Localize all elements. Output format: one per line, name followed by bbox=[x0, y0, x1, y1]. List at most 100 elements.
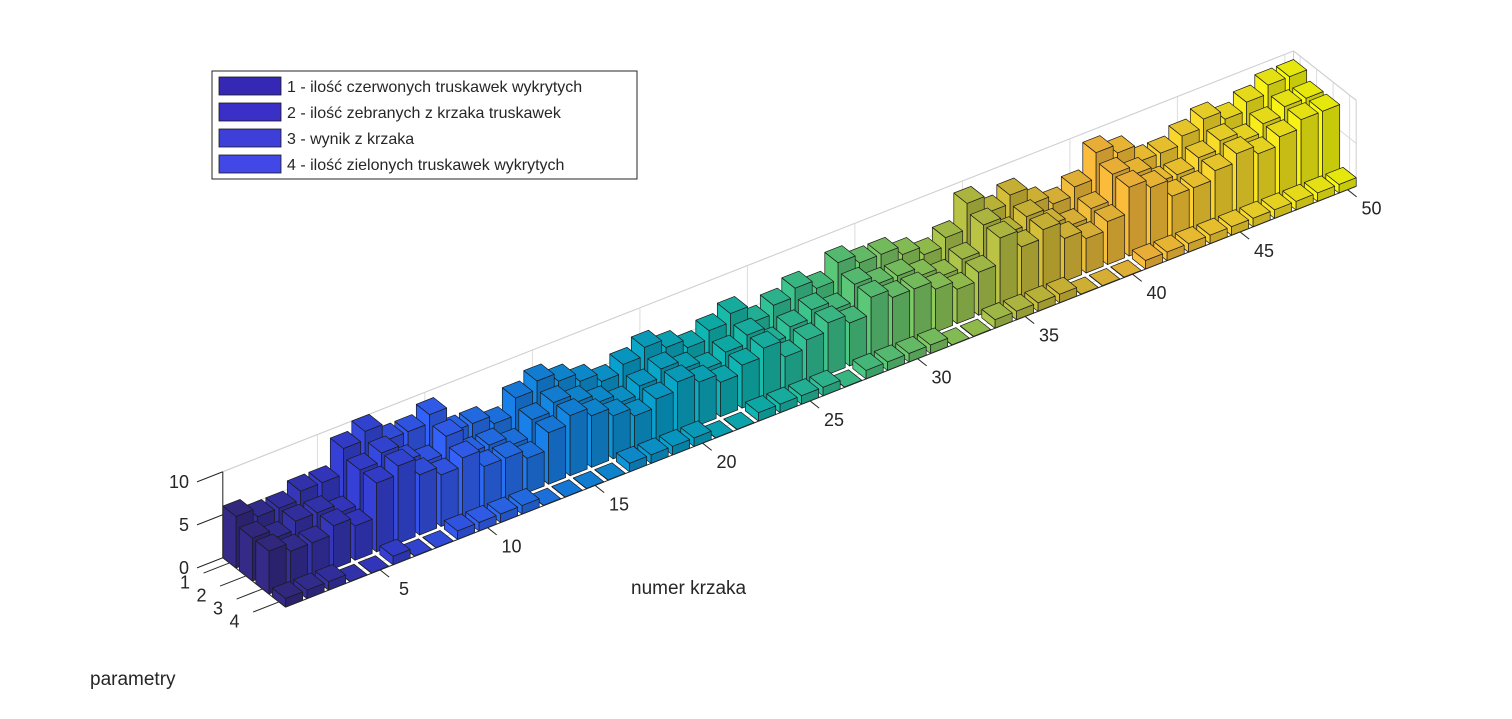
bar-top-face bbox=[609, 346, 641, 365]
legend-label: 4 - ilość zielonych truskawek wykrytych bbox=[287, 157, 564, 174]
legend-swatch bbox=[218, 102, 282, 122]
bar-top-face bbox=[981, 302, 1013, 321]
bar-top-face bbox=[1012, 199, 1045, 218]
bar bbox=[1002, 293, 1035, 321]
bar-top-face bbox=[900, 271, 932, 290]
bar bbox=[1153, 234, 1185, 262]
y-tick bbox=[252, 601, 280, 613]
x-tick-label: 25 bbox=[824, 410, 844, 430]
bar-front-face bbox=[376, 475, 395, 553]
bar-top-face bbox=[625, 368, 658, 387]
bar-front-face bbox=[333, 518, 352, 570]
bar-top-face bbox=[792, 322, 825, 341]
bar-top-face bbox=[809, 369, 841, 388]
bar-top-face bbox=[1110, 259, 1142, 278]
bar-top-face bbox=[824, 245, 856, 264]
bar-top-face bbox=[271, 581, 304, 599]
bar-top-face bbox=[749, 330, 782, 349]
bar-front-face bbox=[526, 451, 545, 494]
legend-label: 3 - wynik z krzaka bbox=[287, 131, 414, 148]
bar-top-face bbox=[1029, 212, 1061, 231]
bar-top-face bbox=[458, 406, 491, 424]
bar-top-face bbox=[615, 445, 648, 464]
y-tick-label: 1 bbox=[180, 572, 190, 592]
bar-top-face bbox=[1189, 101, 1222, 120]
bar bbox=[873, 344, 906, 371]
y-tick-label: 3 bbox=[213, 598, 223, 618]
bar-top-face bbox=[1265, 119, 1298, 138]
x-axis-line bbox=[285, 185, 1357, 608]
bar-top-face bbox=[394, 414, 426, 433]
legend-swatch bbox=[218, 76, 282, 96]
bar-top-face bbox=[314, 564, 347, 582]
bar-top-face bbox=[308, 465, 340, 484]
bar-top-face bbox=[733, 317, 765, 336]
bar-top-face bbox=[776, 309, 808, 328]
bar-top-face bbox=[857, 279, 889, 298]
bar-top-face bbox=[759, 287, 792, 306]
legend-entry: 3 - wynik z krzaka bbox=[218, 128, 414, 148]
bar-top-face bbox=[964, 254, 997, 273]
bar-top-face bbox=[663, 364, 696, 383]
bar-top-face bbox=[1270, 89, 1303, 108]
bar-top-face bbox=[637, 437, 669, 456]
bar-top-face bbox=[1060, 169, 1093, 188]
bar-top-face bbox=[384, 448, 416, 467]
z-tick-label: 10 bbox=[169, 472, 189, 492]
bar-top-face bbox=[1174, 226, 1207, 244]
bar-top-face bbox=[491, 440, 524, 459]
bar-top-face bbox=[1093, 204, 1126, 222]
bar-top-face bbox=[319, 508, 352, 527]
legend-entry: 2 - ilość zebranych z krzaka truskawek bbox=[218, 102, 562, 122]
bar-top-face bbox=[840, 266, 873, 285]
bar bbox=[680, 420, 712, 447]
bar-top-face bbox=[1179, 170, 1212, 189]
x-tick-label: 35 bbox=[1039, 325, 1059, 345]
bar bbox=[1131, 243, 1164, 270]
bar-front-face bbox=[1128, 180, 1147, 257]
bar-top-face bbox=[744, 395, 777, 413]
bar-top-face bbox=[658, 428, 691, 447]
x-tick bbox=[1024, 316, 1035, 324]
bar-top-face bbox=[1217, 209, 1250, 228]
bar-top-face bbox=[238, 520, 271, 539]
y-axis-line bbox=[222, 557, 286, 608]
bar bbox=[728, 347, 760, 409]
bar-top-face bbox=[1325, 166, 1357, 185]
bar-front-face bbox=[720, 375, 739, 418]
bar bbox=[1260, 192, 1293, 219]
bar-top-face bbox=[1168, 118, 1200, 137]
bar-front-face bbox=[354, 518, 373, 561]
bar-front-face bbox=[1064, 231, 1083, 282]
x-tick bbox=[809, 400, 820, 409]
x-tick bbox=[487, 527, 497, 536]
bar-top-face bbox=[895, 335, 927, 354]
bar-top-face bbox=[1232, 84, 1265, 103]
x-tick bbox=[1132, 273, 1142, 282]
z-tick-label: 0 bbox=[179, 558, 189, 578]
bar bbox=[852, 352, 884, 380]
y-tick bbox=[236, 588, 263, 600]
bar-top-face bbox=[1260, 192, 1293, 211]
bar-top-face bbox=[969, 207, 1002, 226]
bar-front-face bbox=[935, 282, 954, 333]
bar-front-face bbox=[591, 408, 610, 468]
bar-top-face bbox=[1275, 59, 1308, 78]
bar-top-face bbox=[448, 440, 481, 459]
bar-top-face bbox=[1308, 93, 1341, 112]
bar-top-face bbox=[996, 177, 1028, 196]
bar-top-face bbox=[1163, 157, 1195, 176]
bar-top-face bbox=[1292, 80, 1324, 99]
bar-top-face bbox=[1303, 175, 1336, 194]
bar bbox=[787, 378, 820, 405]
bar-top-face bbox=[852, 352, 884, 371]
bar-top-face bbox=[475, 427, 507, 446]
bar bbox=[1303, 175, 1336, 202]
bar-top-face bbox=[1239, 200, 1271, 219]
bar bbox=[1045, 276, 1078, 304]
bar bbox=[443, 513, 476, 540]
y-axis-label: parametry bbox=[90, 669, 176, 690]
bar-top-face bbox=[281, 503, 314, 522]
bar-top-face bbox=[523, 363, 555, 382]
y-tick bbox=[203, 562, 230, 574]
